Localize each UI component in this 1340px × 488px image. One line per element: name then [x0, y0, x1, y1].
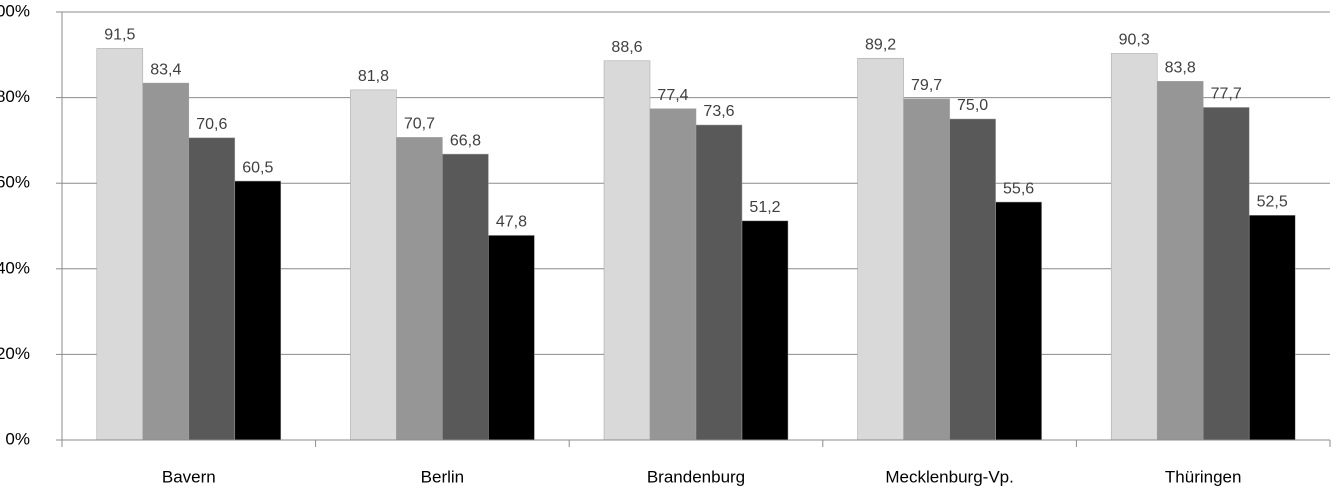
bar [396, 137, 443, 441]
value-label: 66,8 [450, 132, 481, 149]
bar [857, 57, 904, 441]
value-label: 91,5 [104, 27, 135, 44]
value-label: 83,8 [1165, 60, 1196, 77]
bar [142, 82, 190, 441]
bar [1202, 107, 1250, 441]
bar [649, 108, 697, 441]
bar [949, 118, 996, 441]
x-tick-label: Thüringen [1165, 467, 1242, 486]
bar [488, 235, 535, 441]
value-label: 47,8 [496, 214, 527, 231]
value-label: 52,5 [1257, 194, 1288, 211]
x-tick-label: Bavern [162, 467, 216, 486]
bar [1248, 215, 1296, 441]
bar [188, 137, 236, 441]
value-label: 77,7 [1211, 86, 1242, 103]
bar [603, 60, 651, 441]
bar [96, 48, 144, 441]
y-tick-label: 80% [0, 87, 30, 106]
bar [442, 153, 489, 441]
value-label: 55,6 [1003, 180, 1034, 197]
value-label: 51,2 [749, 199, 780, 216]
bar [995, 201, 1042, 441]
y-tick-label: 0% [5, 429, 30, 448]
value-label: 70,6 [196, 116, 227, 133]
value-label: 70,7 [404, 116, 435, 133]
x-tick-label: Mecklenburg-Vp. [885, 467, 1014, 486]
bar [234, 180, 282, 441]
y-tick-label: 60% [0, 173, 30, 192]
bar [903, 98, 950, 441]
y-tick-label: 20% [0, 344, 30, 363]
value-label: 81,8 [358, 68, 389, 85]
bar [741, 220, 789, 441]
value-label: 79,7 [911, 77, 942, 94]
x-tick-label: Brandenburg [647, 467, 745, 486]
y-tick-label: 40% [0, 258, 30, 277]
value-label: 77,4 [657, 87, 688, 104]
bar [1110, 53, 1158, 441]
value-label: 60,5 [242, 159, 273, 176]
x-tick-label: Berlin [421, 467, 464, 486]
value-label: 75,0 [957, 97, 988, 114]
value-label: 83,4 [150, 61, 181, 78]
bar [350, 89, 397, 441]
value-label: 89,2 [865, 36, 896, 53]
bar [1156, 81, 1204, 441]
value-label: 73,6 [703, 103, 734, 120]
value-label: 88,6 [611, 39, 642, 56]
y-tick-label: 100% [0, 1, 30, 20]
value-label: 90,3 [1119, 32, 1150, 49]
bar [695, 124, 743, 441]
